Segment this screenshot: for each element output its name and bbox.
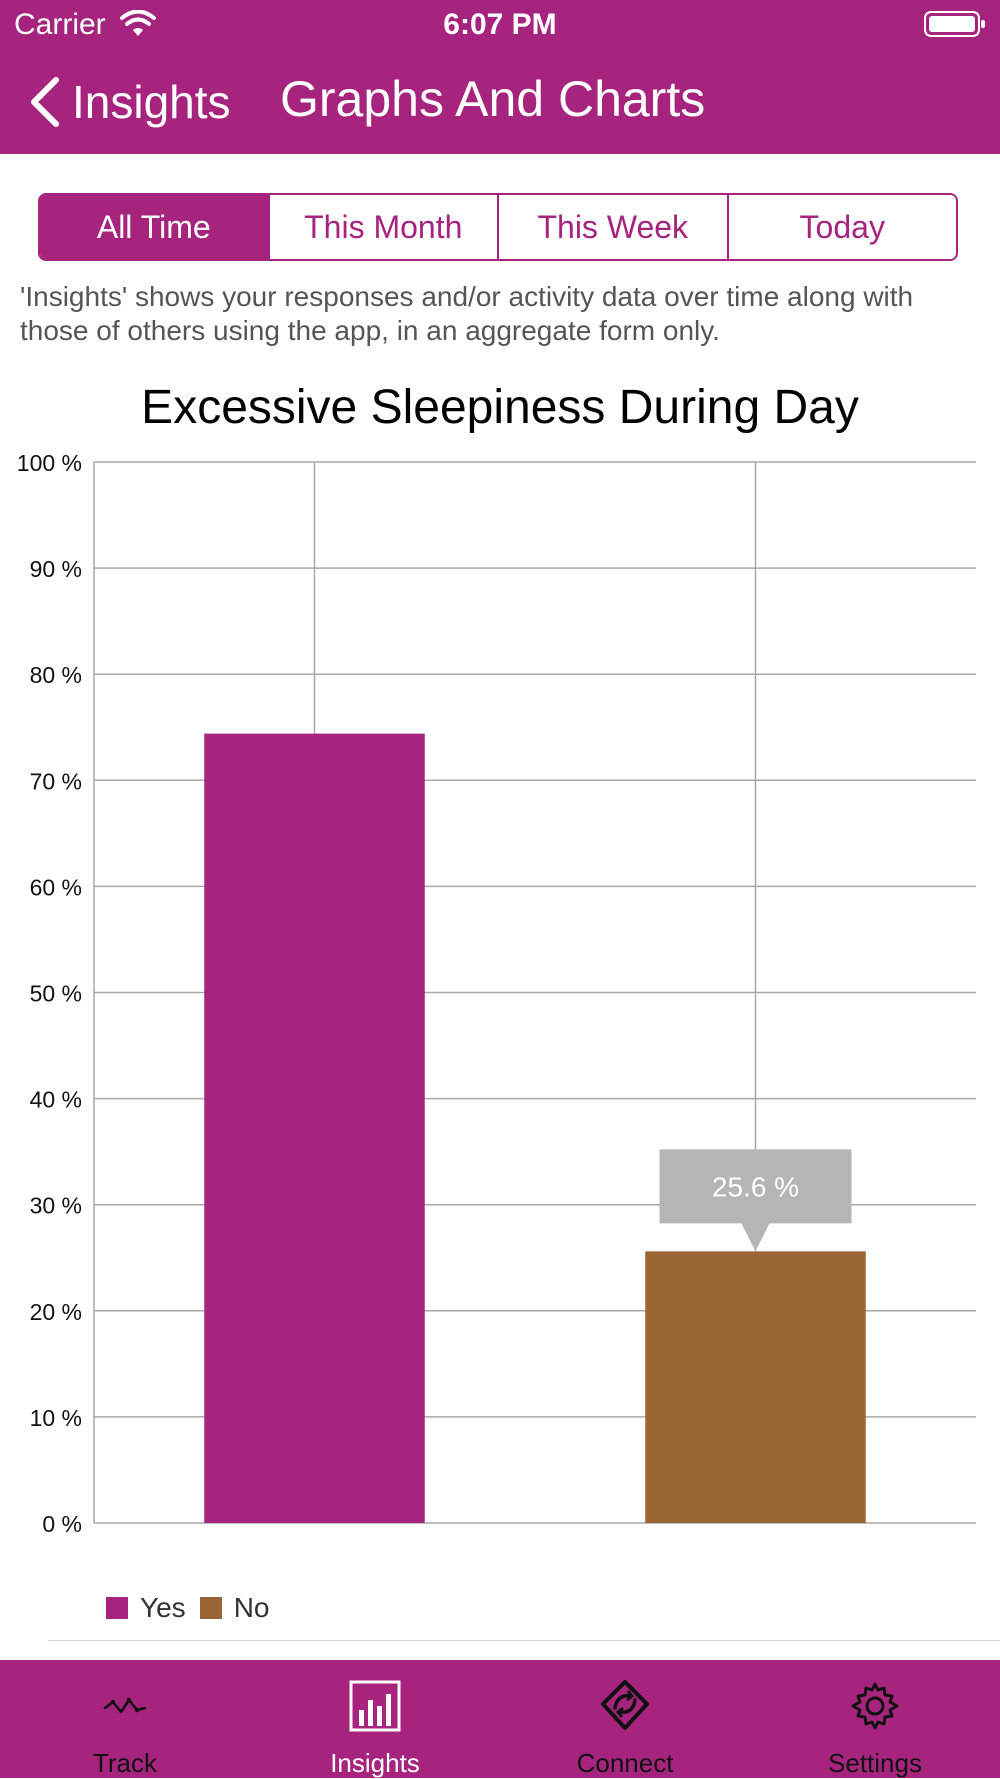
tab-settings-label: Settings	[828, 1748, 922, 1778]
status-bar: Carrier 6:07 PM	[0, 0, 1000, 50]
y-tick-label-30: 30 %	[30, 1193, 82, 1219]
battery-icon	[924, 11, 985, 37]
insights-icon	[349, 1680, 401, 1732]
y-tick-label-50: 50 %	[30, 981, 82, 1007]
segment-all-time[interactable]: All Time	[40, 195, 268, 259]
tab-bar: Track Insights Connect Settings	[0, 1660, 1000, 1778]
segment-today[interactable]: Today	[726, 195, 956, 259]
bar-chart: Excessive Sleepiness During Day 0 % 10 % 20…	[0, 370, 1000, 1660]
bar-no	[645, 1251, 866, 1523]
value-tooltip	[659, 1149, 852, 1252]
segment-this-month[interactable]: This Month	[267, 195, 497, 259]
chevron-left-icon	[31, 77, 59, 127]
tab-connect-label: Connect	[576, 1748, 674, 1778]
y-tick-label-100: 100 %	[17, 450, 82, 476]
legend-item-yes: Yes	[106, 1592, 186, 1624]
connect-icon	[601, 1680, 649, 1730]
tab-settings[interactable]: Settings	[750, 1660, 1000, 1778]
legend-item-no: No	[199, 1592, 270, 1624]
tab-insights[interactable]: Insights	[250, 1660, 500, 1778]
tab-track[interactable]: Track	[0, 1660, 250, 1778]
tab-insights-label: Insights	[330, 1748, 420, 1778]
legend-swatch-no	[199, 1597, 222, 1619]
carrier-label: Carrier	[14, 8, 106, 41]
tab-track-label: Track	[92, 1748, 158, 1778]
chart-title: Excessive Sleepiness During Day	[141, 381, 859, 434]
nav-bar: Insights Graphs And Charts	[0, 50, 1000, 154]
legend-swatch-yes	[106, 1597, 128, 1619]
wifi-icon	[120, 10, 156, 36]
back-button[interactable]: Insights	[26, 72, 231, 132]
divider	[48, 1640, 1000, 1641]
y-tick-label-10: 10 %	[30, 1405, 82, 1431]
chart-canvas: Excessive Sleepiness During Day 0 % 10 % 20…	[17, 381, 976, 1537]
legend-label-yes: Yes	[140, 1592, 186, 1623]
y-tick-label-80: 80 %	[30, 662, 82, 688]
y-tick-label-60: 60 %	[30, 874, 82, 900]
time-range-segmented-control: All Time This Month This Week Today	[38, 193, 958, 261]
tooltip-label: 25.6 %	[712, 1171, 799, 1202]
y-tick-label-90: 90 %	[30, 556, 82, 582]
y-tick-label-40: 40 %	[30, 1087, 82, 1113]
tab-connect[interactable]: Connect	[500, 1660, 750, 1778]
segment-this-week[interactable]: This Week	[497, 195, 727, 259]
page-title: Graphs And Charts	[280, 71, 706, 127]
legend-label-no: No	[233, 1592, 270, 1623]
y-tick-label-20: 20 %	[30, 1299, 82, 1325]
back-label: Insights	[72, 76, 231, 128]
chart-legend: Yes No	[106, 1592, 283, 1624]
settings-icon	[851, 1682, 899, 1730]
status-time: 6:07 PM	[443, 8, 557, 41]
bar-yes	[204, 733, 425, 1523]
y-tick-label-70: 70 %	[30, 768, 82, 794]
insights-description: 'Insights' shows your responses and/or a…	[20, 281, 914, 346]
track-icon	[103, 1697, 147, 1714]
y-tick-label-0: 0 %	[42, 1511, 82, 1537]
